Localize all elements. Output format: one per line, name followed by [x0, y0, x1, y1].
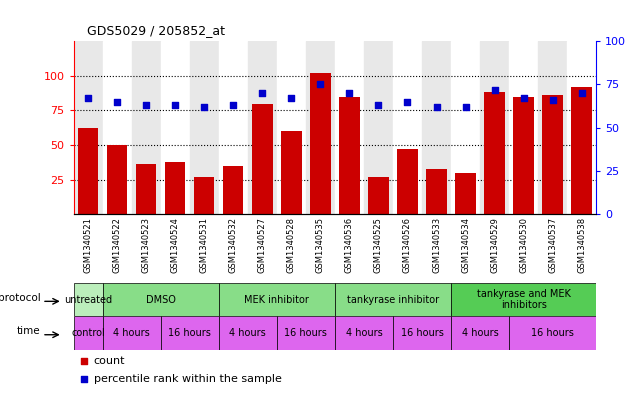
Bar — [103, 316, 161, 350]
Bar — [277, 41, 306, 214]
Point — [344, 90, 354, 96]
Bar — [335, 283, 451, 316]
Point — [79, 358, 89, 364]
Bar — [223, 166, 244, 214]
Bar — [509, 316, 596, 350]
Bar — [422, 41, 451, 214]
Bar — [161, 316, 219, 350]
Text: GDS5029 / 205852_at: GDS5029 / 205852_at — [87, 24, 224, 37]
Bar — [103, 283, 219, 316]
Bar — [485, 92, 504, 214]
Bar — [132, 41, 161, 214]
Bar — [335, 41, 364, 214]
Text: untreated: untreated — [64, 295, 112, 305]
Bar — [538, 41, 567, 214]
Text: count: count — [94, 356, 125, 366]
Point — [141, 102, 151, 108]
Point — [490, 86, 500, 93]
Bar — [451, 41, 480, 214]
Bar — [74, 41, 103, 214]
Bar — [74, 283, 103, 316]
Point — [547, 97, 558, 103]
Point — [170, 102, 180, 108]
Bar — [426, 169, 447, 214]
Point — [460, 104, 470, 110]
Text: 16 hours: 16 hours — [285, 328, 328, 338]
Bar — [103, 41, 132, 214]
Point — [79, 376, 89, 382]
Text: protocol: protocol — [0, 293, 40, 303]
Bar — [542, 95, 563, 214]
Bar — [364, 41, 393, 214]
Bar — [78, 129, 98, 214]
Point — [373, 102, 383, 108]
Bar — [107, 145, 128, 214]
Text: 4 hours: 4 hours — [345, 328, 382, 338]
Bar — [451, 283, 596, 316]
Point — [199, 104, 210, 110]
Bar — [397, 149, 418, 214]
Point — [112, 99, 122, 105]
Bar — [161, 41, 190, 214]
Bar — [339, 97, 360, 214]
Bar — [572, 87, 592, 214]
Bar — [74, 316, 103, 350]
Text: tankyrase and MEK
inhibitors: tankyrase and MEK inhibitors — [477, 289, 570, 310]
Bar — [310, 73, 331, 214]
Bar — [369, 177, 388, 214]
Bar — [281, 131, 301, 214]
Text: tankyrase inhibitor: tankyrase inhibitor — [347, 295, 439, 305]
Bar — [306, 41, 335, 214]
Bar — [277, 316, 335, 350]
Point — [315, 81, 326, 88]
Text: time: time — [17, 327, 40, 336]
Text: percentile rank within the sample: percentile rank within the sample — [94, 374, 281, 384]
Bar — [480, 41, 509, 214]
Bar — [252, 103, 272, 214]
Text: 16 hours: 16 hours — [401, 328, 444, 338]
Bar — [136, 164, 156, 214]
Bar — [455, 173, 476, 214]
Bar — [219, 41, 248, 214]
Point — [228, 102, 238, 108]
Bar — [248, 41, 277, 214]
Bar — [393, 41, 422, 214]
Bar — [509, 41, 538, 214]
Bar — [393, 316, 451, 350]
Text: DMSO: DMSO — [146, 295, 176, 305]
Text: 4 hours: 4 hours — [229, 328, 266, 338]
Bar — [451, 316, 509, 350]
Bar — [190, 41, 219, 214]
Bar — [567, 41, 596, 214]
Point — [431, 104, 442, 110]
Text: 4 hours: 4 hours — [113, 328, 150, 338]
Text: control: control — [71, 328, 105, 338]
Point — [519, 95, 529, 101]
Point — [287, 95, 297, 101]
Bar — [219, 283, 335, 316]
Text: 16 hours: 16 hours — [169, 328, 212, 338]
Point — [403, 99, 413, 105]
Point — [576, 90, 587, 96]
Text: 16 hours: 16 hours — [531, 328, 574, 338]
Point — [83, 95, 94, 101]
Bar — [165, 162, 185, 214]
Point — [257, 90, 267, 96]
Bar — [194, 177, 215, 214]
Text: 4 hours: 4 hours — [462, 328, 499, 338]
Bar — [219, 316, 277, 350]
Bar — [335, 316, 393, 350]
Text: MEK inhibitor: MEK inhibitor — [244, 295, 310, 305]
Bar — [513, 97, 534, 214]
